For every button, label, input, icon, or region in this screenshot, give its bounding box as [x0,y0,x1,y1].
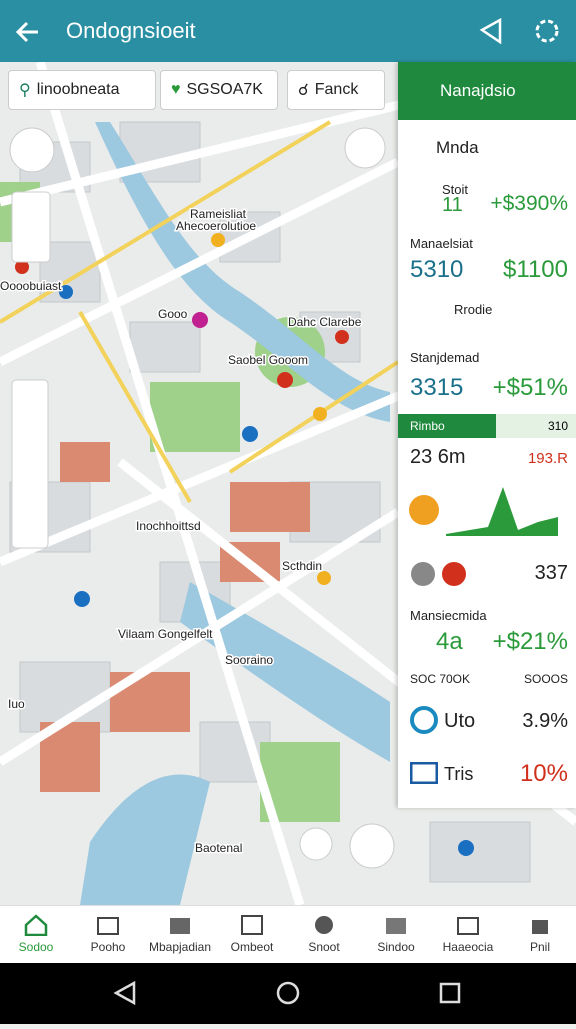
nav-label: Snoot [308,940,340,954]
row-change: SOOOS [523,672,568,686]
sparkline [409,487,558,536]
map-label: Oooobuiast [0,279,62,293]
system-buttons [113,980,461,1006]
row-value: Tris [444,764,474,784]
row-label: Mansiecmida [410,608,487,623]
nav-icon [457,917,479,935]
settings-button[interactable] [532,16,562,46]
system-nav [0,963,576,1024]
nav-item[interactable]: Sodoo [0,906,72,964]
back-key[interactable] [113,980,136,1006]
app-bar: Ondognsioeit [0,0,576,62]
nav-label: Ombeot [230,940,274,954]
row-change: +$21% [492,628,568,655]
band: Rimbo 310 [398,414,576,438]
nav-label: Haaeocia [442,940,494,954]
map-label: Baotenal [195,841,242,855]
nav-item[interactable]: Mbapjadian [144,906,216,964]
row-value: 4a [436,628,463,655]
nav-item[interactable]: Pooho [72,906,144,964]
map-label: Iuo [8,697,25,711]
nav-item[interactable]: Pnil [504,906,576,964]
chip-label: linoobneata [36,81,120,98]
row-label: Stanjdemad [410,350,480,365]
band-label: Rimbo [410,419,445,433]
nav-icon [386,918,406,934]
back-button[interactable] [14,18,42,46]
map-label: Rameisliat [190,207,247,221]
map-label: Saobel Gooom [228,353,308,367]
stats-panel: Nanajdsio Mnda Stoit 11 +$390% Manaelsia… [398,62,576,808]
nav-icon [532,920,548,934]
icon [410,762,438,784]
nav-item[interactable]: Ombeot [216,906,288,964]
map-label: Dahc Clarebe [288,315,362,329]
map-label: Gooo [158,307,188,321]
nav-label: Sindoo [377,940,415,954]
recents-key[interactable] [439,982,461,1004]
home-key[interactable] [276,981,300,1005]
filter-chip[interactable]: ☌ Fanck [287,70,385,110]
row-value: Uto [444,710,476,732]
row-change: +$390% [490,192,568,215]
chip-label: SGSOA7K [186,81,263,98]
icons [411,562,466,586]
map-label: Ahecoerolutioe [176,219,256,233]
chip-label: Fanck [314,81,359,98]
panel-header: Nanajdsio [398,62,576,120]
row-change: 3.9% [522,710,568,732]
row-label: Stoit [442,182,469,197]
row-value: SOC 70OK [410,672,471,686]
row-value: 11 [442,194,463,216]
title: Ondognsioeit [66,18,196,43]
nav-label: Sodoo [18,940,54,954]
row-value: 3315 [410,374,464,401]
filter-chip[interactable]: ♥ SGSOA7K [160,70,278,110]
nav-icon [170,918,190,934]
map-label: Vilaam Gongelfelt [118,627,213,641]
row-label: Mnda [436,138,479,157]
row-value: 5310 [410,256,464,283]
map-label: Scthdin [282,559,322,573]
bottom-nav: Sodoo Pooho Mbapjadian Ombeot Snoot Sind… [0,905,576,964]
nav-item[interactable]: Sindoo [360,906,432,964]
row-change: 193.R [527,450,568,467]
nav-label: Mbapjadian [148,940,212,954]
map-label: Inochhoittsd [136,519,201,533]
row-change: 337 [534,562,568,584]
map-label: Sooraino [225,653,273,667]
row-change: +$51% [492,374,568,401]
row-change: 10% [519,760,568,787]
nav-item[interactable]: Haaeocia [432,906,504,964]
icon [410,706,438,734]
band-value: 310 [547,419,568,433]
row-label: Rrodie [454,302,493,317]
nav-icon [315,916,333,934]
share-button[interactable] [478,16,506,46]
nav-icon [97,917,119,935]
filter-chip[interactable]: ⚲ linoobneata [8,70,156,110]
row-change: $1100 [503,256,568,283]
nav-icon [241,915,263,935]
nav-icon [24,914,48,936]
nav-label: Pnil [529,940,550,954]
nav-item[interactable]: Snoot [288,906,360,964]
row-label: Manaelsiat [410,236,473,251]
row-value: 23 6m [410,446,466,468]
nav-label: Pooho [90,940,126,954]
